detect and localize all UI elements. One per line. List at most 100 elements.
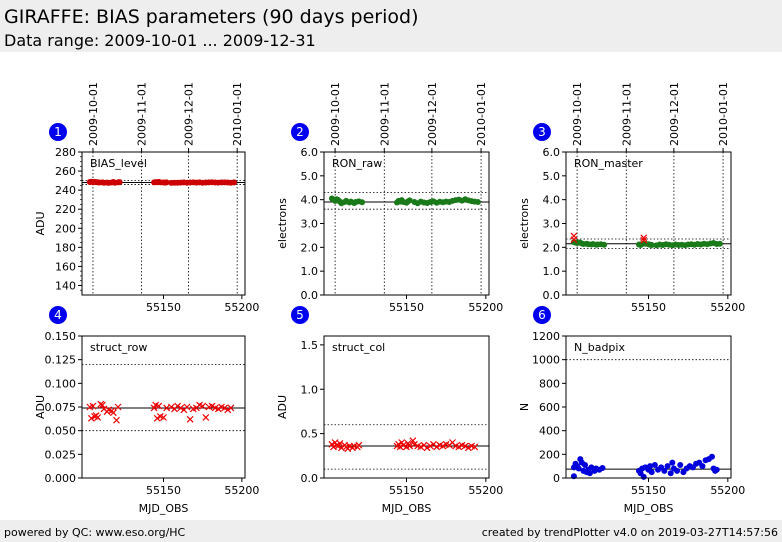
y-tick-label: 0.050 (45, 425, 77, 438)
data-point (174, 402, 182, 410)
data-point-stroke (411, 440, 418, 448)
data-point (224, 406, 232, 414)
data-point-stroke (211, 404, 219, 412)
data-point-stroke (227, 404, 235, 412)
plot-frame (565, 151, 732, 296)
data-point-stroke (350, 442, 358, 450)
panel-label: RON_raw (332, 157, 382, 170)
chart-panel-2: 0.0 1.0 2.0 3.0 4.0 5.0 6.0 55150 55200 2009-10-0… (276, 82, 503, 314)
data-point-stroke (155, 402, 163, 410)
panel-number-text: 1 (54, 125, 62, 139)
data-point (214, 405, 222, 413)
y-axis-label: electrons (518, 198, 531, 249)
data-point (155, 402, 163, 410)
panel-number-text: 3 (538, 125, 546, 139)
x-tick-label: 55200 (468, 484, 503, 497)
panel-number-badge (533, 306, 551, 324)
y-tick-label: 6.0 (301, 146, 319, 159)
y-tick-label: 2.0 (301, 241, 319, 254)
chart-panel-1: 140 160 180 200 220 240 260 280 55150 55200 2009-1… (34, 82, 259, 314)
panel-number-text: 2 (296, 125, 304, 139)
x-tick-label: 55200 (468, 301, 503, 314)
data-point (669, 459, 676, 466)
y-tick-label: 4.0 (543, 194, 561, 207)
y-tick-label: 0.100 (45, 377, 77, 390)
x-axis-label: MJD_OBS (624, 502, 674, 515)
y-tick-label: 0 (553, 472, 560, 485)
y-tick-label: 180 (55, 241, 76, 254)
data-point (417, 443, 425, 451)
data-point (661, 467, 668, 474)
outlier-point-stroke (640, 236, 648, 244)
data-point-stroke (433, 443, 441, 451)
data-point-stroke (461, 442, 469, 450)
data-point (582, 461, 589, 468)
data-point-stroke (196, 401, 203, 409)
x-tick-label: 55200 (224, 484, 259, 497)
y-tick-label: 0.0 (301, 289, 319, 302)
data-point-stroke (153, 414, 161, 422)
y-tick-label: 0.000 (45, 472, 77, 485)
data-point-stroke (449, 439, 456, 446)
data-point (160, 413, 167, 421)
data-point-stroke (336, 439, 344, 447)
data-point (227, 404, 235, 412)
panel-label: BIAS_level (90, 157, 147, 170)
y-tick-label: 4.0 (301, 194, 319, 207)
footer-powered-by: powered by QC: www.eso.org/HC (4, 526, 186, 539)
data-point (651, 461, 658, 468)
panel-number-badge (49, 123, 67, 141)
panel-label: N_badpix (574, 341, 625, 354)
data-point-stroke (409, 437, 417, 445)
date-tick-label: 2009-11-01 (378, 82, 391, 146)
y-tick-label: 5.0 (543, 170, 561, 183)
date-tick-label: 2010-01-01 (475, 82, 488, 146)
data-point (177, 404, 185, 412)
data-point (599, 464, 606, 471)
data-point-stroke (202, 413, 210, 421)
y-tick-label: 140 (55, 279, 76, 292)
data-point (153, 414, 161, 422)
date-tick-label: 2009-10-01 (329, 82, 342, 146)
data-point (114, 403, 122, 411)
data-point (648, 469, 655, 476)
y-tick-label: 1200 (532, 330, 560, 343)
data-point (474, 199, 481, 206)
y-tick-label: 0.150 (45, 330, 77, 343)
y-axis-label: ADU (34, 395, 47, 419)
data-point (336, 439, 344, 447)
date-tick-label: 2009-10-01 (87, 82, 100, 146)
outlier-point-stroke (570, 236, 578, 244)
x-tick-label: 55150 (389, 301, 424, 314)
data-point (359, 199, 366, 206)
data-point-stroke (471, 443, 479, 451)
date-tick-label: 2010-01-01 (717, 82, 730, 146)
y-tick-label: 200 (55, 222, 76, 235)
data-point-stroke (355, 441, 363, 449)
data-point (471, 443, 479, 451)
x-tick-label: 55150 (146, 484, 181, 497)
report-footer: powered by QC: www.eso.org/HC created by… (0, 520, 782, 542)
x-tick-label: 55150 (631, 301, 666, 314)
panel-label: struct_row (90, 341, 147, 354)
data-point (186, 415, 194, 423)
date-tick-label: 2009-11-01 (136, 82, 149, 146)
y-tick-label: 0.0 (543, 289, 561, 302)
data-point-stroke (89, 402, 97, 410)
panel-number-text: 5 (296, 308, 304, 322)
y-tick-label: 2.0 (543, 241, 561, 254)
y-tick-label: 0.075 (45, 401, 77, 414)
date-tick-label: 2009-11-01 (620, 82, 633, 146)
y-tick-label: 1.0 (543, 265, 561, 278)
data-point (423, 444, 431, 452)
data-point (208, 402, 216, 410)
data-point-stroke (109, 409, 117, 417)
data-point (116, 179, 123, 186)
data-point (89, 402, 97, 410)
data-point (601, 241, 608, 248)
data-point-stroke (177, 404, 185, 412)
data-point (708, 453, 715, 460)
data-point (167, 403, 175, 411)
y-tick-label: 0.5 (301, 428, 319, 441)
